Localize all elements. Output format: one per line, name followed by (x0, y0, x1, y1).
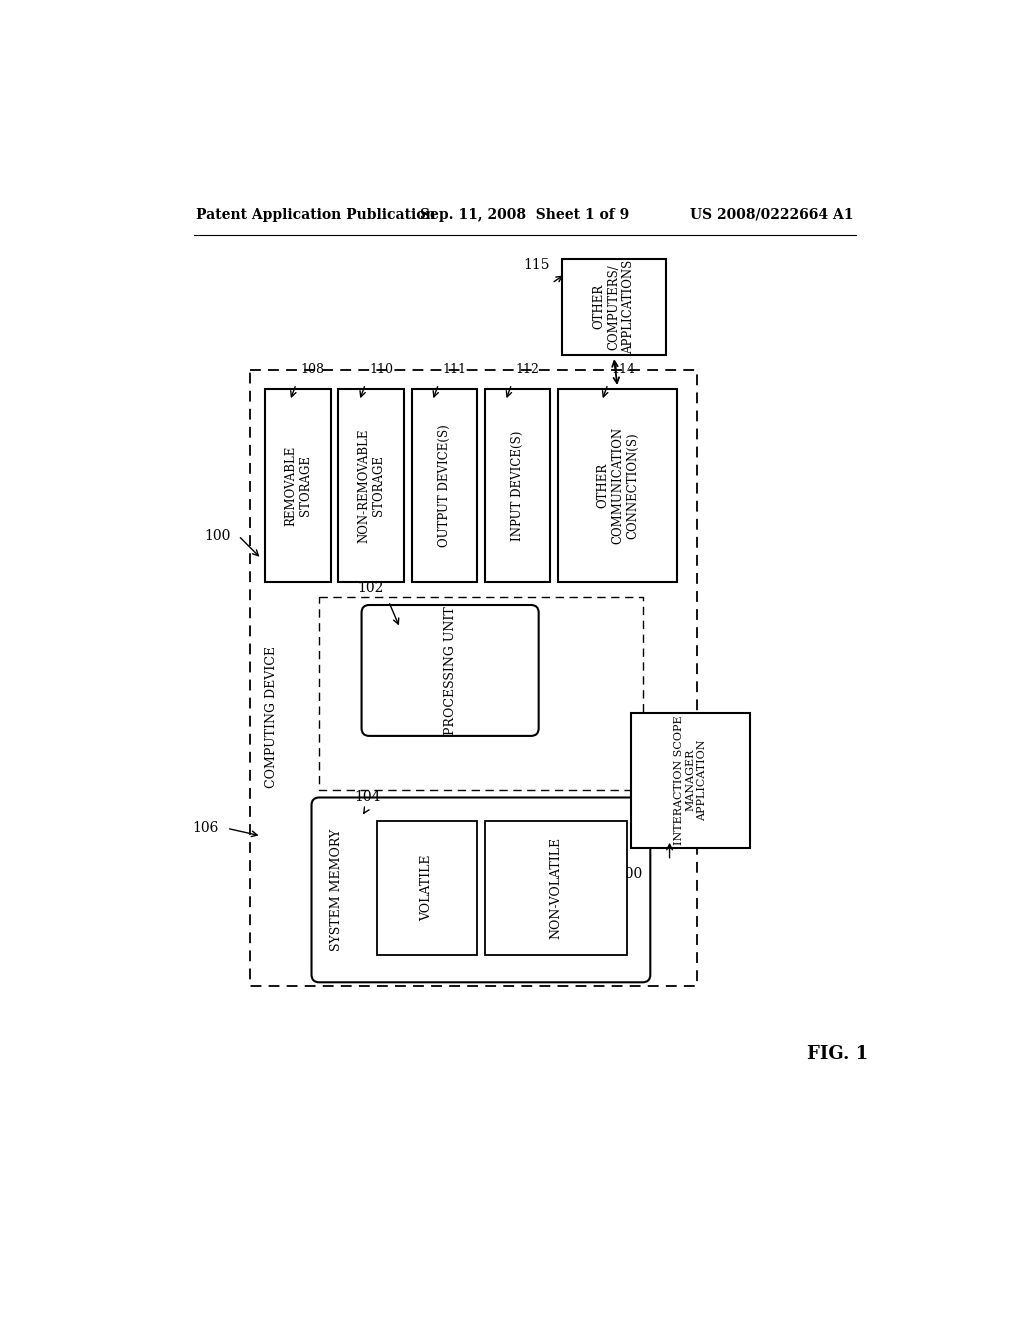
Bar (319, 597, 643, 789)
Text: OUTPUT DEVICE(S): OUTPUT DEVICE(S) (438, 424, 451, 546)
Bar (412, 389, 477, 582)
Text: INTERACTION SCOPE
MANAGER
APPLICATION: INTERACTION SCOPE MANAGER APPLICATION (674, 715, 708, 845)
Text: 108: 108 (300, 363, 324, 376)
Text: US 2008/0222664 A1: US 2008/0222664 A1 (690, 207, 854, 222)
Text: 106: 106 (193, 821, 219, 836)
Text: 114: 114 (611, 363, 636, 376)
Text: Sep. 11, 2008  Sheet 1 of 9: Sep. 11, 2008 Sheet 1 of 9 (420, 207, 630, 222)
Text: REMOVABLE
STORAGE: REMOVABLE STORAGE (284, 445, 312, 525)
Text: OTHER
COMPUTERS/
APPLICATIONS: OTHER COMPUTERS/ APPLICATIONS (592, 260, 635, 354)
Text: OTHER
COMMUNICATION
CONNECTION(S): OTHER COMMUNICATION CONNECTION(S) (596, 428, 639, 544)
Text: PROCESSING UNIT: PROCESSING UNIT (443, 606, 457, 735)
FancyBboxPatch shape (311, 797, 650, 982)
Bar (377, 821, 477, 956)
Text: 112: 112 (515, 363, 540, 376)
Text: 110: 110 (370, 363, 393, 376)
FancyBboxPatch shape (361, 605, 539, 737)
Text: NON-VOLATILE: NON-VOLATILE (550, 837, 562, 939)
Text: VOLATILE: VOLATILE (421, 855, 433, 921)
Bar (558, 389, 677, 582)
Text: 111: 111 (442, 363, 466, 376)
Text: INPUT DEVICE(S): INPUT DEVICE(S) (511, 430, 524, 541)
Text: 104: 104 (354, 789, 380, 804)
Bar (265, 389, 331, 582)
Bar (562, 259, 666, 355)
Text: FIG. 1: FIG. 1 (807, 1045, 868, 1063)
Bar (339, 389, 403, 582)
Bar (631, 713, 751, 847)
Text: NON-REMOVABLE
STORAGE: NON-REMOVABLE STORAGE (357, 429, 385, 543)
Text: SYSTEM MEMORY: SYSTEM MEMORY (330, 829, 343, 950)
Text: 115: 115 (523, 259, 550, 272)
Text: 200: 200 (615, 867, 642, 880)
Text: COMPUTING DEVICE: COMPUTING DEVICE (265, 645, 278, 788)
Bar (484, 389, 550, 582)
Text: 102: 102 (357, 581, 384, 595)
Bar (250, 370, 696, 986)
Text: 100: 100 (204, 529, 230, 543)
Text: Patent Application Publication: Patent Application Publication (196, 207, 435, 222)
Bar (484, 821, 628, 956)
